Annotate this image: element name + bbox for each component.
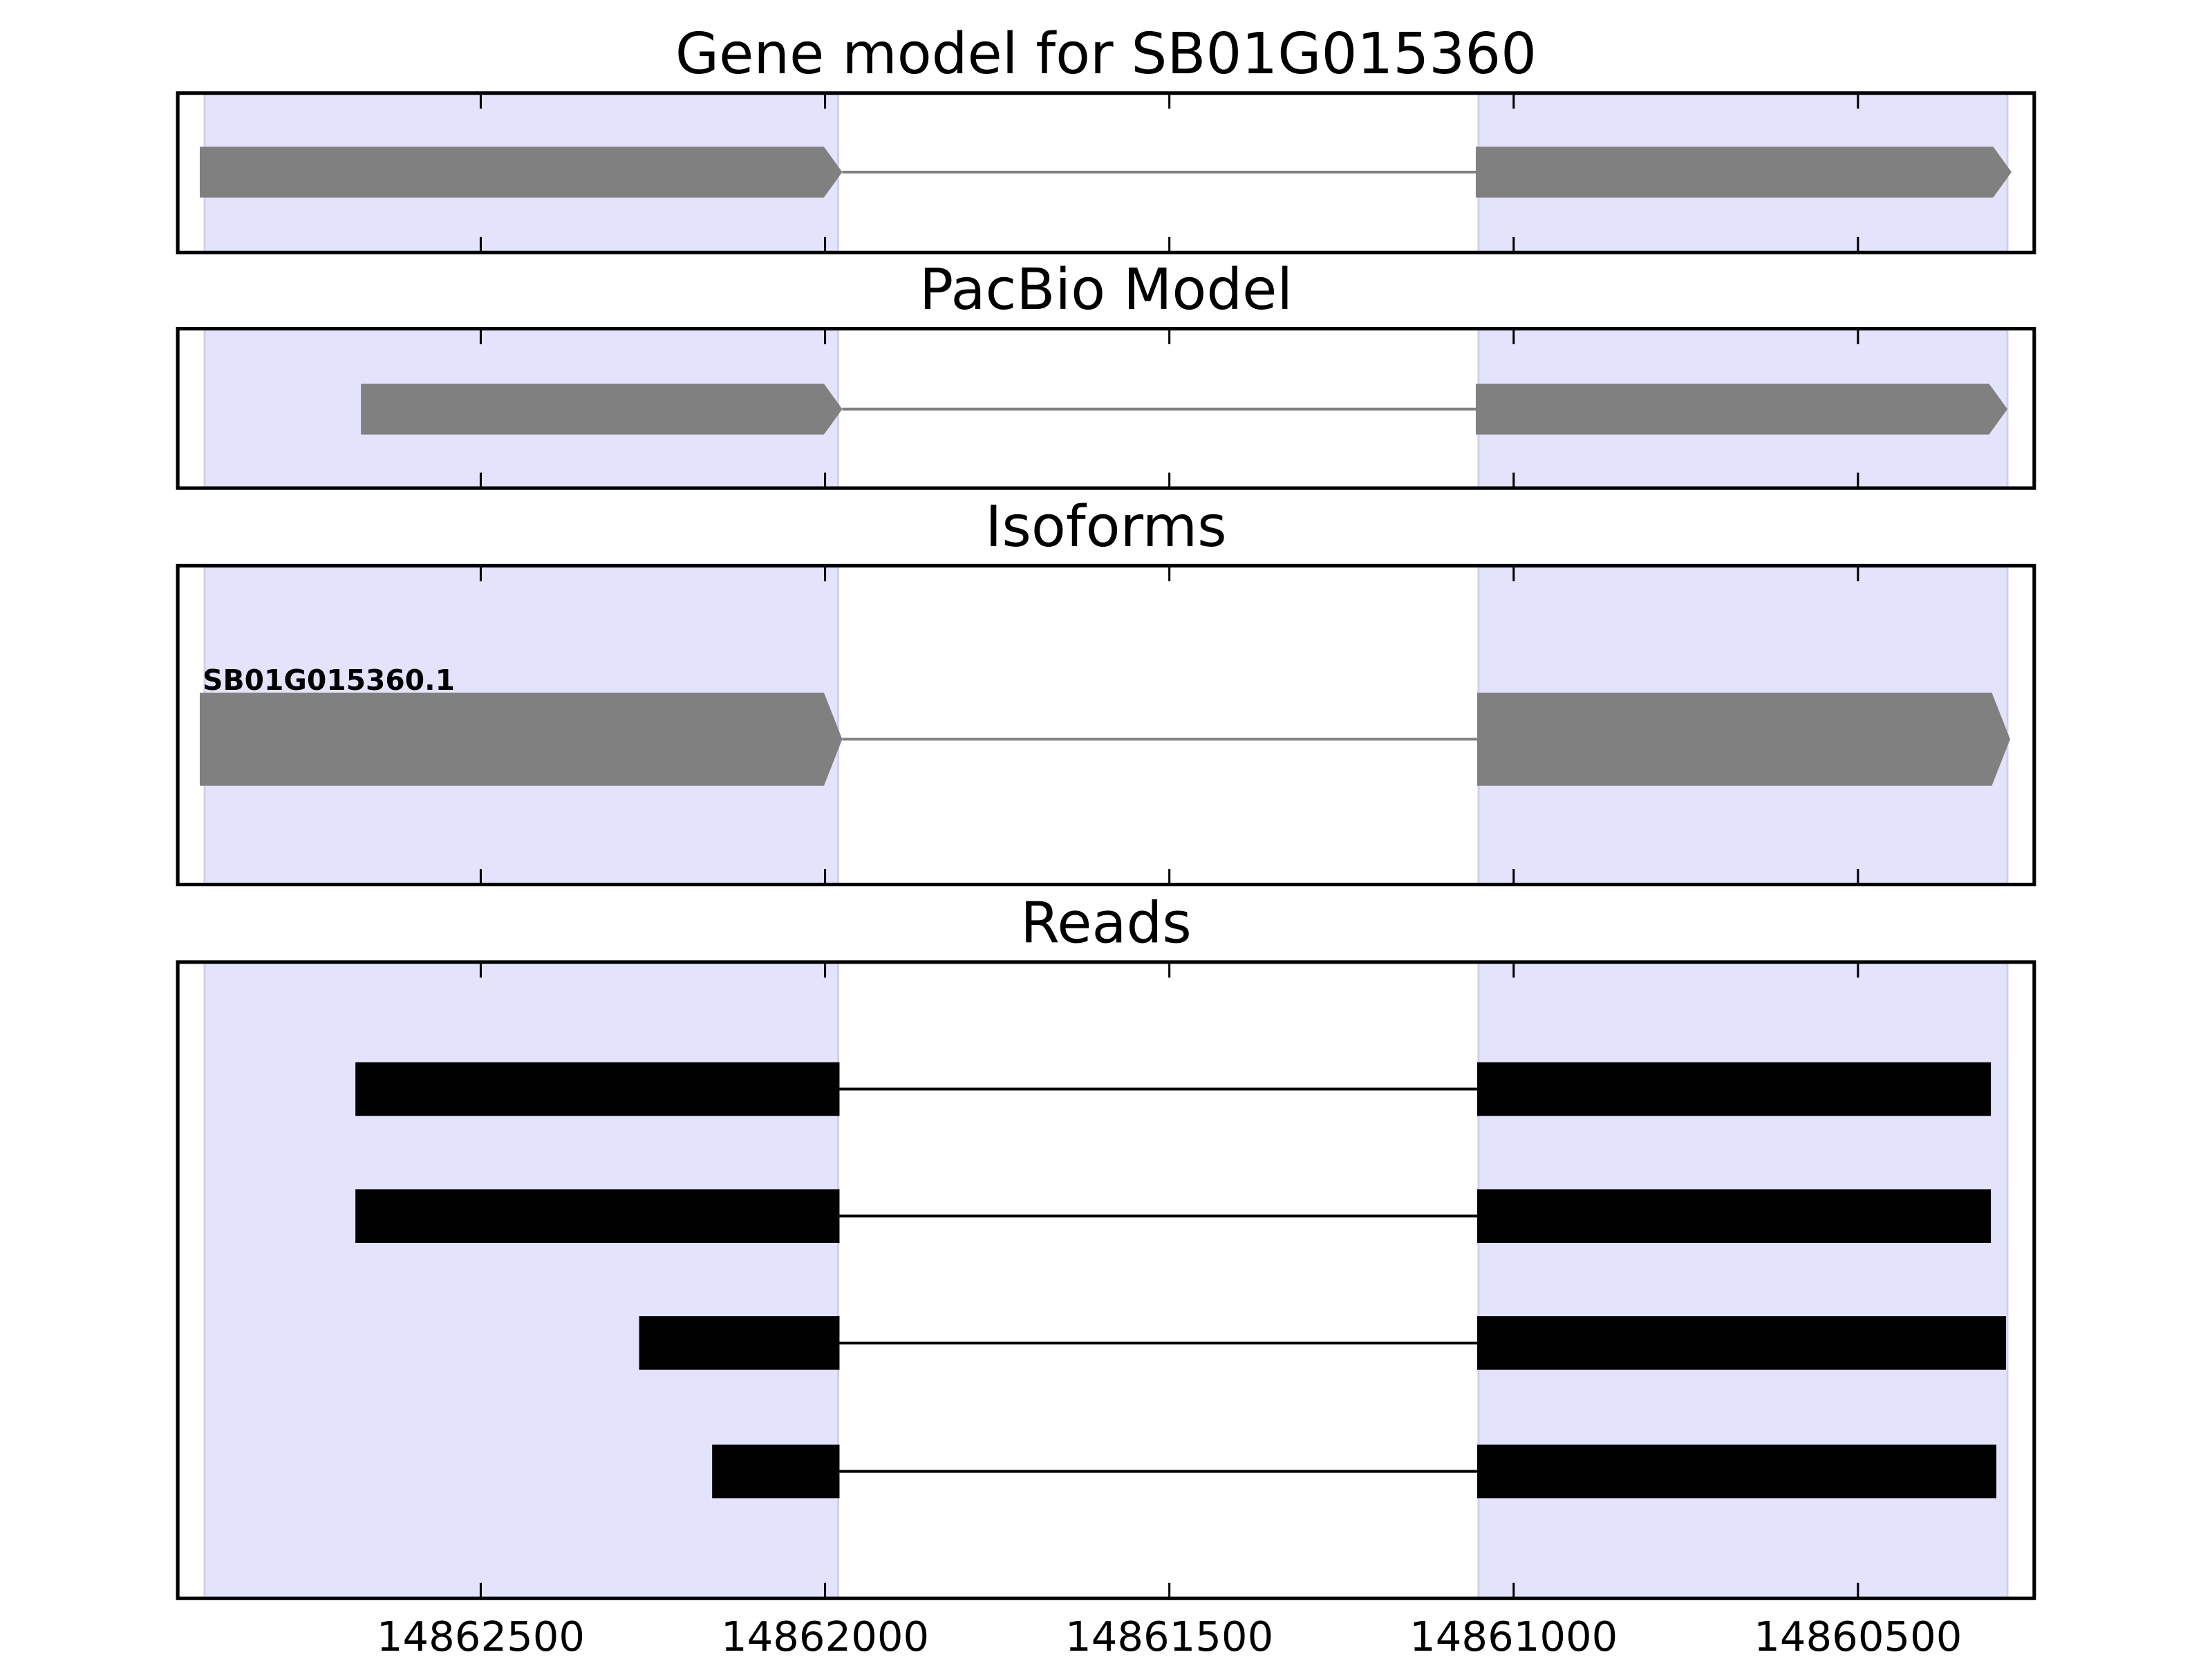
read-block <box>1477 1316 2007 1370</box>
exon-arrow <box>361 384 843 435</box>
exon-arrow <box>200 147 843 198</box>
panel-0: Gene model for SB01G015360 <box>176 21 2036 254</box>
axes-frame <box>176 91 2036 254</box>
panel-title: Reads <box>1020 890 1192 956</box>
axes-frame <box>176 960 2036 1600</box>
read-block <box>1477 1444 1997 1499</box>
exon-arrow <box>200 693 843 786</box>
exon-shade-region <box>1477 961 2009 1600</box>
read-block <box>712 1444 840 1499</box>
isoform-label: SB01G015360.1 <box>203 664 455 697</box>
axes-frame <box>176 326 2036 490</box>
x-tick-label: 14862500 <box>377 1613 585 1659</box>
read-block <box>1477 1062 1991 1116</box>
x-tick-label: 14861000 <box>1409 1613 1618 1659</box>
panel-title: Isoforms <box>985 494 1226 560</box>
x-tick-label: 14861500 <box>1065 1613 1273 1659</box>
axes-frame <box>176 563 2036 887</box>
read-block <box>1477 1189 1991 1243</box>
panel-2: Isoforms SB01G015360.1 <box>176 494 2036 887</box>
panel-title: Gene model for SB01G015360 <box>675 21 1537 87</box>
exon-arrow <box>1475 384 2008 435</box>
exon-shade-region <box>203 961 840 1600</box>
panel-title: PacBio Model <box>919 257 1293 323</box>
panel-3: Reads <box>176 890 2036 1600</box>
x-tick-label: 14862000 <box>721 1613 929 1659</box>
panel-1: PacBio Model <box>176 257 2036 490</box>
read-block <box>639 1316 840 1370</box>
exon-arrow <box>1475 147 2012 198</box>
read-block <box>355 1062 840 1116</box>
x-tick-label: 14860500 <box>1754 1613 1962 1659</box>
read-block <box>355 1189 840 1243</box>
exon-arrow <box>1477 693 2010 786</box>
